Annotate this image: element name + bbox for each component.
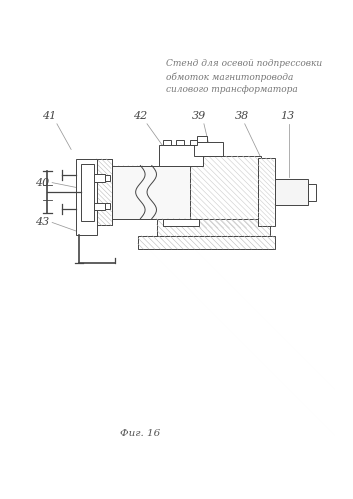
- Bar: [275, 179, 308, 206]
- Bar: [112, 166, 147, 219]
- Bar: [105, 175, 110, 181]
- Bar: [95, 159, 112, 226]
- Bar: [94, 174, 105, 182]
- Text: 41: 41: [42, 111, 56, 121]
- Text: Фиг. 16: Фиг. 16: [120, 430, 161, 439]
- Bar: [95, 159, 112, 226]
- Bar: [76, 159, 97, 235]
- Bar: [195, 142, 223, 156]
- Text: 38: 38: [235, 111, 249, 121]
- Bar: [80, 164, 94, 221]
- Bar: [112, 166, 270, 219]
- Bar: [159, 145, 203, 166]
- Text: 13: 13: [280, 111, 294, 121]
- Text: 43: 43: [35, 218, 49, 228]
- Bar: [197, 136, 207, 142]
- Bar: [258, 158, 275, 226]
- Bar: [163, 219, 199, 226]
- Text: 39: 39: [192, 111, 206, 121]
- Bar: [190, 156, 261, 228]
- Bar: [176, 140, 184, 145]
- Bar: [138, 236, 275, 249]
- Bar: [95, 159, 112, 226]
- Bar: [163, 140, 171, 145]
- Bar: [308, 184, 316, 201]
- Text: 42: 42: [133, 111, 148, 121]
- Text: 40: 40: [35, 178, 49, 188]
- Bar: [156, 219, 270, 236]
- Text: Стенд для осевой подпрессовки
обмоток магнитопровода
силового трансформатора: Стенд для осевой подпрессовки обмоток ма…: [166, 59, 322, 94]
- Bar: [190, 140, 197, 145]
- Bar: [105, 204, 110, 209]
- Bar: [94, 203, 105, 210]
